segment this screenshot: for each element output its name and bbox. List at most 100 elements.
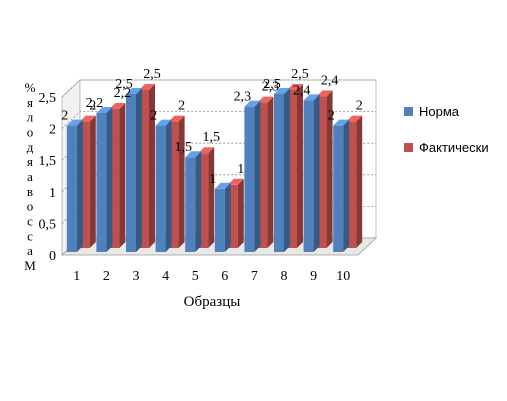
x-tick-label: 3 bbox=[133, 269, 140, 284]
bar-front bbox=[316, 96, 327, 248]
bar-side bbox=[89, 115, 96, 248]
bar-side bbox=[267, 96, 274, 248]
data-label: 2,3 bbox=[262, 80, 280, 95]
bar-top bbox=[316, 90, 333, 97]
bar-side bbox=[237, 178, 244, 248]
bar-fakticheski bbox=[139, 84, 155, 248]
y-axis-label-text: % я л о д я а в о с с а М bbox=[24, 80, 36, 273]
data-label: 2,2 bbox=[114, 86, 132, 101]
bar-side bbox=[356, 115, 363, 248]
bar-top bbox=[346, 115, 363, 122]
data-label: 2,5 bbox=[143, 67, 161, 82]
legend: Норма Фактически bbox=[404, 104, 489, 155]
x-tick-label: 8 bbox=[281, 269, 288, 284]
bar-top bbox=[139, 84, 155, 90]
bar-side bbox=[224, 182, 231, 252]
bar-front bbox=[96, 112, 107, 253]
data-labels: 22,22,521,512,32,5 2,4222,22,521,512,32,5… bbox=[61, 67, 362, 187]
x-tick-label: 1 bbox=[73, 269, 80, 284]
bar-norma bbox=[96, 106, 113, 253]
bar-side bbox=[178, 115, 185, 248]
y-axis-ticks: 0 0,5 1 1,5 2 2,5 bbox=[39, 91, 57, 264]
bar-top bbox=[287, 84, 303, 90]
y-tick-label: 0 bbox=[49, 249, 56, 264]
bar-front bbox=[155, 125, 166, 252]
bar-side bbox=[165, 119, 172, 252]
data-label: 2,5 bbox=[291, 67, 309, 82]
bar-front bbox=[198, 153, 209, 248]
bar-fakticheski bbox=[346, 115, 363, 248]
bar-top bbox=[109, 102, 126, 109]
bar-fakticheski bbox=[198, 147, 215, 248]
bar-top bbox=[126, 88, 142, 94]
bar-side bbox=[119, 102, 126, 249]
bar-side bbox=[136, 88, 142, 252]
bar-front bbox=[303, 100, 314, 252]
data-label: 2,5 bbox=[115, 77, 133, 92]
data-label: 2 bbox=[328, 109, 335, 124]
bar-side bbox=[313, 94, 320, 252]
bar-side bbox=[297, 84, 303, 248]
bar-norma bbox=[303, 94, 320, 252]
bar-top bbox=[244, 100, 261, 107]
data-label: 2,4 bbox=[293, 83, 311, 98]
bar-side bbox=[106, 106, 113, 253]
bar-norma bbox=[155, 119, 172, 252]
y-tick-label: 1 bbox=[49, 186, 56, 201]
legend-swatch bbox=[404, 107, 413, 116]
gridline bbox=[61, 79, 376, 98]
x-axis-label: Образцы bbox=[184, 294, 241, 310]
bar-side bbox=[208, 147, 215, 248]
bar-top bbox=[185, 151, 202, 158]
data-label: 2,5 bbox=[263, 77, 281, 92]
bar-top bbox=[79, 115, 96, 122]
x-tick-label: 9 bbox=[310, 269, 317, 284]
bar-side bbox=[326, 90, 333, 248]
y-tick-label: 0,5 bbox=[39, 217, 57, 232]
bar-norma bbox=[274, 88, 290, 252]
y-tick-label: 2,5 bbox=[39, 91, 57, 106]
bar-front bbox=[185, 157, 196, 252]
x-tick-label: 7 bbox=[251, 269, 258, 284]
bar-fakticheski bbox=[316, 90, 333, 248]
bar-fakticheski bbox=[227, 178, 244, 248]
legend-label: Норма bbox=[419, 104, 460, 119]
bar-front bbox=[109, 108, 120, 249]
bar-fakticheski bbox=[287, 84, 303, 248]
bar-front bbox=[168, 121, 179, 248]
bar-front bbox=[333, 125, 344, 252]
bar-top bbox=[168, 115, 185, 122]
gridline bbox=[61, 111, 376, 129]
bar-top bbox=[214, 182, 231, 189]
bar-side bbox=[284, 88, 290, 252]
data-label: 2,4 bbox=[321, 73, 339, 88]
bar-front bbox=[79, 121, 90, 248]
legend-swatch bbox=[404, 143, 413, 152]
legend-label: Фактически bbox=[419, 140, 489, 155]
data-label: 2,3 bbox=[234, 90, 252, 105]
bar-top bbox=[303, 94, 320, 101]
data-label: 1 bbox=[237, 162, 244, 177]
legend-item: Норма bbox=[404, 104, 460, 119]
x-tick-label: 10 bbox=[336, 269, 350, 284]
y-axis-label: % я л о д я а в о с с а М bbox=[24, 80, 36, 273]
x-tick-label: 5 bbox=[192, 269, 199, 284]
bar-side bbox=[76, 119, 83, 252]
bars bbox=[66, 84, 363, 253]
data-label: 2 bbox=[356, 99, 363, 114]
bar-front bbox=[287, 90, 297, 248]
x-axis-ticks: 1 2 3 4 5 6 7 8 9 10 bbox=[73, 269, 350, 284]
bar-top bbox=[257, 96, 274, 103]
bar-top bbox=[198, 147, 215, 154]
bar-norma bbox=[66, 119, 83, 252]
bar-front bbox=[214, 188, 225, 252]
legend-item: Фактически bbox=[404, 140, 489, 155]
x-tick-label: 2 bbox=[103, 269, 110, 284]
bar-norma bbox=[126, 88, 142, 252]
bar-fakticheski bbox=[79, 115, 96, 248]
bar-top bbox=[333, 119, 350, 126]
bar-top bbox=[96, 106, 113, 113]
bar-fakticheski bbox=[109, 102, 126, 249]
bar-front bbox=[346, 121, 357, 248]
data-label: 1,5 bbox=[202, 130, 220, 145]
